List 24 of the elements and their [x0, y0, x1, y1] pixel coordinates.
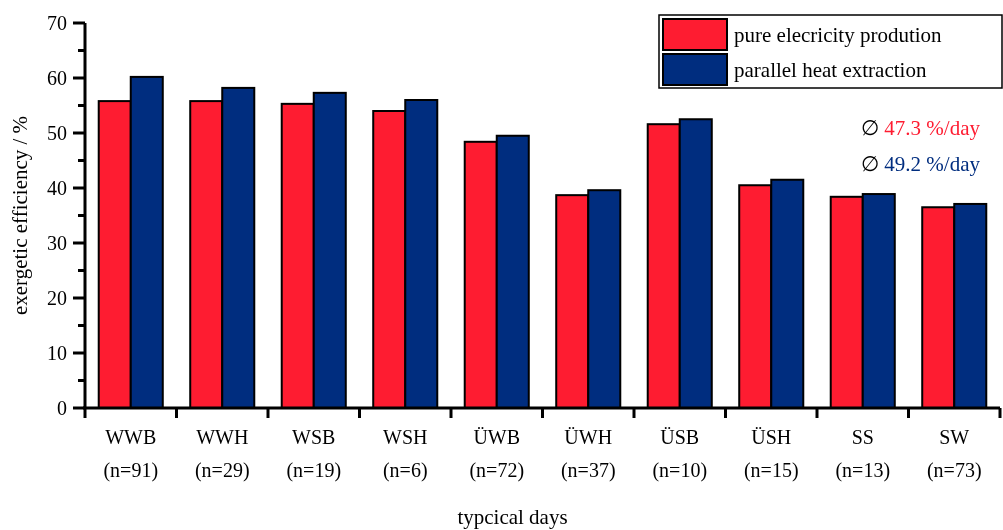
x-tick-label: ÜWH (n=37) [560, 426, 616, 482]
x-tick-label: WWB (n=91) [103, 426, 159, 482]
y-tick-label: 70 [47, 12, 67, 34]
y-tick-label: 60 [47, 67, 67, 89]
x-tick-label: WSH (n=6) [382, 426, 428, 482]
legend-label: pure elecricity prodution [734, 23, 943, 48]
x-tick-label: WSB (n=19) [286, 426, 342, 482]
y-tick-label: 40 [47, 177, 67, 199]
y-tick-label: 50 [47, 122, 67, 144]
x-tick-label: ÜWB (n=72) [469, 426, 525, 482]
x-tick-label: WWH (n=29) [194, 426, 250, 482]
y-tick-label: 30 [47, 232, 67, 254]
y-axis-title: exergetic efficiency / % [8, 115, 32, 316]
x-tick-label: ÜSB (n=10) [652, 426, 708, 482]
x-tick-label: ÜSH (n=15) [743, 426, 799, 482]
x-axis-title: typcical days [457, 505, 568, 529]
annotation: ∅ 47.3 %/day [861, 116, 981, 140]
x-tick-label: SW (n=73) [926, 426, 982, 482]
x-tick-label: SS (n=13) [835, 426, 891, 482]
y-tick-label: 20 [47, 287, 67, 309]
legend-label: parallel heat extraction [734, 58, 927, 83]
annotation: ∅ 49.2 %/day [861, 152, 981, 176]
y-tick-label: 0 [57, 397, 67, 419]
y-tick-label: 10 [47, 342, 67, 364]
